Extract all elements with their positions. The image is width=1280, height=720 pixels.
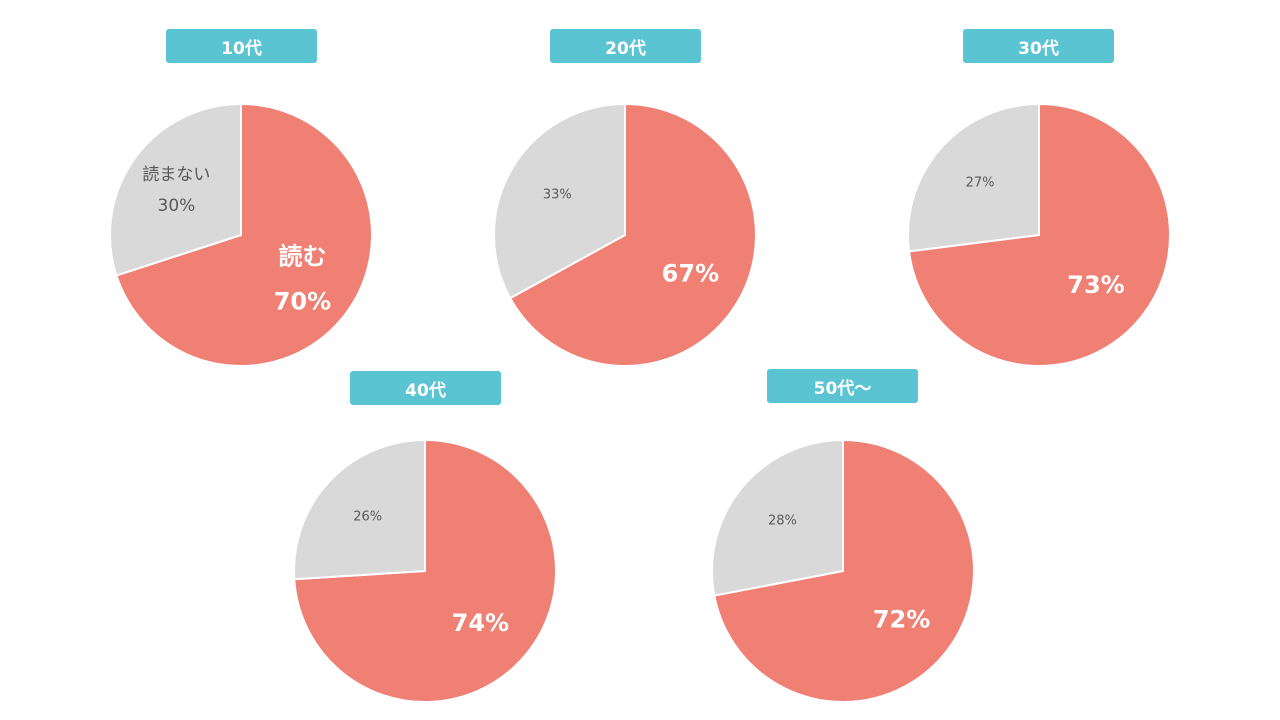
age-label-20s: 20代 (550, 29, 701, 63)
pie-50s-plus-not-read-label: 28% (768, 513, 797, 528)
pie-10s-read-category: 読む (278, 243, 326, 271)
pie-10s-not-read-label: 30% (158, 196, 196, 216)
pie-10s-slice-not-read (109, 102, 242, 277)
pie-50s-plus-slice-read (713, 438, 975, 703)
age-label-10s: 10代 (166, 29, 317, 63)
pie-10s-read-label: 70% (274, 288, 331, 316)
pie-20s-slice-not-read (493, 102, 626, 300)
age-label-40s: 40代 (350, 371, 501, 405)
pie-40s-slice-not-read (293, 438, 426, 581)
pie-40s-not-read-label: 26% (353, 510, 382, 525)
pie-30s-not-read-label: 27% (966, 176, 995, 191)
pie-40s-read-label: 74% (452, 609, 509, 637)
pie-50s-plus-slice-not-read (711, 438, 844, 597)
pie-20s-read-label: 67% (662, 260, 719, 288)
pie-20s-not-read-label: 33% (543, 187, 572, 202)
age-label-30s: 30代 (963, 29, 1114, 63)
pie-50s-plus-read-label: 72% (873, 605, 930, 633)
pie-20s-slice-read (508, 102, 757, 367)
pie-10s-not-read-category: 読まない (142, 165, 210, 185)
pie-10s-slice-read (115, 102, 373, 367)
pie-30s-slice-not-read (907, 102, 1040, 253)
pie-30s-read-label: 73% (1067, 271, 1124, 299)
age-label-50s-plus: 50代～ (767, 369, 918, 403)
